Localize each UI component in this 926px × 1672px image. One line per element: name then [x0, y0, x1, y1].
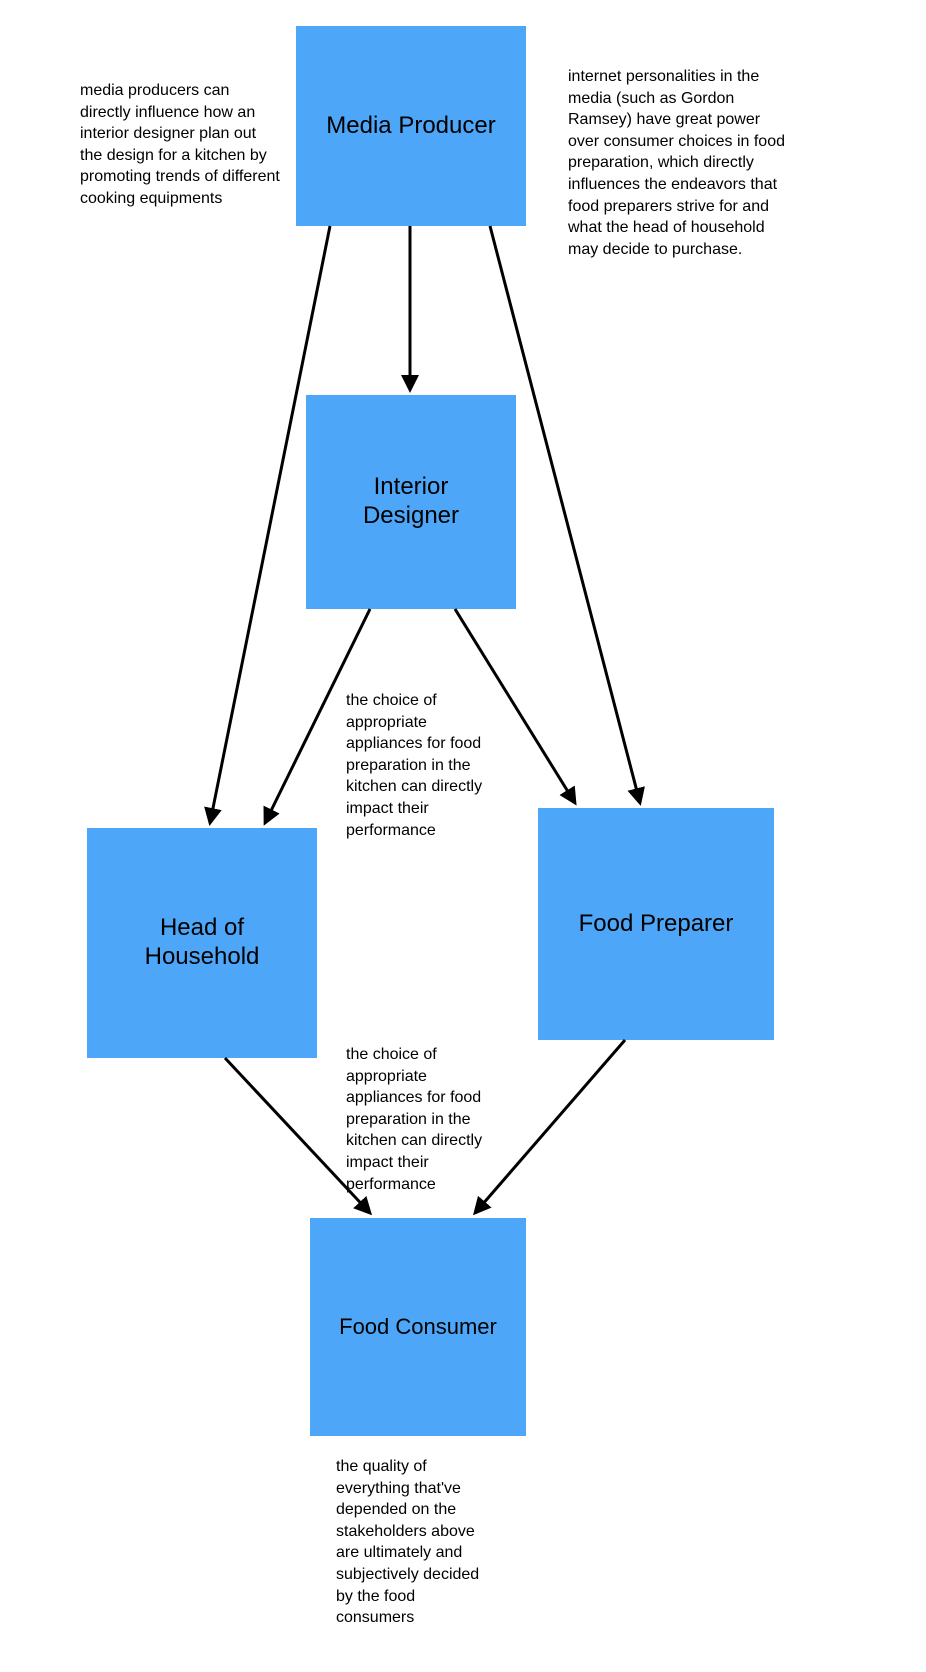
- edge-food-preparer-to-food-consumer: [475, 1040, 625, 1213]
- annotation-text: the choice of appropriate appliances for…: [346, 1046, 482, 1193]
- annotation-text: internet personalities in the media (suc…: [568, 68, 785, 258]
- node-food-consumer: Food Consumer: [310, 1218, 526, 1436]
- node-head-of-household: Head ofHousehold: [87, 828, 317, 1058]
- node-label: Food Preparer: [579, 910, 734, 939]
- annotation-text: the choice of appropriate appliances for…: [346, 692, 482, 839]
- annotation-text: media producers can directly influence h…: [80, 82, 280, 207]
- annotation-appliances-1: the choice of appropriate appliances for…: [346, 690, 496, 841]
- annotation-appliances-2: the choice of appropriate appliances for…: [346, 1044, 496, 1195]
- node-label: Food Consumer: [339, 1314, 497, 1340]
- node-interior-designer: InteriorDesigner: [306, 395, 516, 609]
- node-media-producer: Media Producer: [296, 26, 526, 226]
- node-label: Media Producer: [326, 112, 495, 141]
- node-label: InteriorDesigner: [363, 473, 459, 531]
- annotation-text: the quality of everything that've depend…: [336, 1458, 479, 1626]
- annotation-media-to-designer: media producers can directly influence h…: [80, 80, 280, 210]
- annotation-media-to-consumers: internet personalities in the media (suc…: [568, 66, 788, 260]
- node-label: Head ofHousehold: [145, 914, 260, 972]
- annotation-food-consumer: the quality of everything that've depend…: [336, 1456, 496, 1629]
- node-food-preparer: Food Preparer: [538, 808, 774, 1040]
